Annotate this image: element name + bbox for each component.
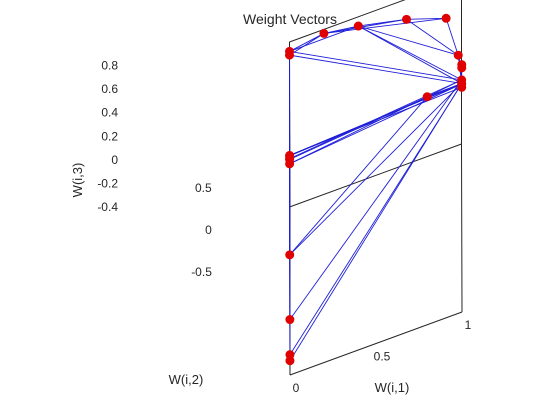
axes-box-front (289, 143, 463, 376)
link-line (289, 83, 462, 256)
y-axis-ticks: 0.5 0 -0.5 (191, 181, 212, 279)
link-line (289, 86, 462, 156)
chart-title: Weight Vectors (243, 11, 337, 27)
x-tick-label: 0 (293, 381, 300, 395)
z-tick-label: 0.6 (101, 82, 118, 96)
link-line (406, 18, 459, 56)
x-axis-ticks: 00.51 (293, 318, 472, 395)
weight-point-p3 (285, 315, 295, 325)
link-line (358, 25, 462, 84)
weight-point-p13 (353, 21, 363, 31)
back-top-edge (289, 0, 406, 43)
weight-point-p22 (457, 75, 467, 85)
link-line (289, 33, 325, 52)
link-line (289, 79, 463, 320)
link-line (289, 83, 463, 361)
link-line (323, 18, 407, 34)
weight-point-p11 (285, 46, 294, 56)
x-tick-label: 0.5 (374, 350, 391, 364)
y-axis-label: W(i,2) (169, 372, 204, 387)
weight-point-p23 (422, 92, 432, 102)
link-line (358, 25, 462, 81)
link-line (445, 18, 459, 56)
y-tick-label: 0 (205, 223, 212, 237)
x-axis-label: W(i,1) (375, 380, 410, 395)
weight-markers (285, 13, 467, 366)
x-axis-line (289, 311, 463, 376)
back-floor-edge (289, 143, 462, 208)
link-line (289, 33, 325, 56)
link-line (406, 17, 447, 20)
weight-links (289, 17, 463, 361)
y-tick-label: -0.5 (191, 265, 212, 279)
z-tick-label: -0.4 (97, 200, 118, 214)
link-line (289, 54, 462, 84)
z-tick-label: 0.8 (101, 59, 118, 73)
link-line (289, 96, 428, 256)
weight-point-p14 (402, 14, 412, 24)
x-tick-label: 1 (465, 318, 472, 332)
weight-point-p9 (285, 159, 295, 169)
link-line (289, 50, 462, 81)
weight-point-p18 (457, 60, 467, 70)
z-tick-label: 0 (111, 153, 118, 167)
z-axis-label: W(i,3) (70, 163, 85, 198)
z-tick-label: -0.2 (97, 176, 118, 190)
weight-point-p16 (453, 50, 463, 60)
link-line (427, 79, 462, 98)
weight-point-p12 (319, 28, 329, 38)
z-tick-label: 0.2 (101, 129, 118, 143)
link-line (323, 17, 447, 34)
weight-point-p2 (285, 350, 295, 360)
link-line (427, 83, 462, 98)
z-axis-ticks: 0.8 0.6 0.4 0.2 0 -0.2 -0.4 (97, 59, 118, 214)
weight-point-p15 (441, 13, 451, 23)
floor-right-edge (461, 143, 463, 313)
link-line (358, 25, 459, 56)
z-tick-label: 0.4 (101, 106, 118, 120)
weight-point-p4 (285, 250, 295, 260)
y-tick-label: 0.5 (195, 181, 212, 195)
link-line (289, 83, 462, 165)
